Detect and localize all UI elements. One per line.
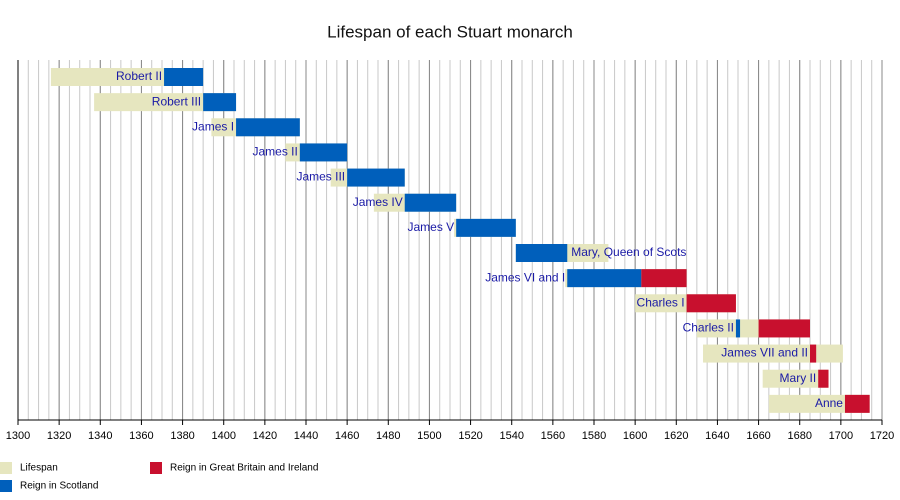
x-tick-label: 1540 (499, 430, 523, 442)
legend-swatch (0, 480, 12, 492)
chart-title: Lifespan of each Stuart monarch (327, 22, 573, 41)
legend-label: Reign in Great Britain and Ireland (170, 463, 318, 474)
monarch-label: Mary, Queen of Scots (571, 245, 686, 259)
x-tick-label: 1440 (294, 430, 318, 442)
x-tick-label: 1640 (705, 430, 729, 442)
x-tick-label: 1460 (335, 430, 359, 442)
x-tick-label: 1520 (458, 430, 482, 442)
range-bar (735, 319, 741, 338)
x-tick-label: 1660 (746, 430, 770, 442)
range-bar (768, 394, 870, 413)
range-bar (641, 269, 687, 288)
x-tick-label: 1320 (47, 430, 71, 442)
range-bar (203, 93, 237, 112)
legend-label: Lifespan (20, 463, 58, 474)
monarch-label: Mary II (780, 371, 817, 385)
x-tick-label: 1380 (170, 430, 194, 442)
monarch-label: James VI and I (485, 270, 565, 284)
monarch-label: James I (192, 119, 234, 133)
legend-label: Reign in Scotland (20, 481, 98, 492)
range-bar (762, 369, 829, 388)
monarch-label: James IV (353, 195, 403, 209)
x-tick-label: 1700 (829, 430, 853, 442)
x-tick-label: 1560 (541, 430, 565, 442)
monarch-label: Robert II (116, 69, 162, 83)
range-bar (299, 143, 348, 162)
x-tick-label: 1580 (582, 430, 606, 442)
range-bar (818, 369, 829, 388)
x-tick-label: 1680 (787, 430, 811, 442)
monarch-label: Robert III (152, 94, 201, 108)
range-bar (758, 319, 810, 338)
range-bar (236, 118, 300, 137)
range-bar (844, 394, 870, 413)
x-tick-label: 1480 (376, 430, 400, 442)
x-tick-label: 1720 (870, 430, 894, 442)
range-bar (347, 168, 405, 187)
monarch-label: James III (296, 170, 345, 184)
range-bar (404, 193, 457, 212)
x-tick-label: 1420 (253, 430, 277, 442)
monarch-label: James V (407, 220, 454, 234)
range-bar (94, 93, 237, 112)
range-bar (703, 344, 843, 363)
x-tick-label: 1360 (129, 430, 153, 442)
x-tick-label: 1400 (211, 430, 235, 442)
range-bar (515, 244, 568, 262)
monarch-label: James II (252, 145, 297, 159)
range-bar (686, 294, 736, 313)
range-bar (456, 218, 516, 237)
legend-swatch (150, 462, 162, 474)
x-tick-label: 1340 (88, 430, 112, 442)
range-bar (810, 344, 817, 363)
x-tick-label: 1600 (623, 430, 647, 442)
monarch-label: Charles I (637, 295, 685, 309)
monarch-label: Anne (815, 396, 843, 410)
legend-swatch (0, 462, 12, 474)
range-bar (164, 68, 204, 86)
x-tick-label: 1620 (664, 430, 688, 442)
monarch-label: Charles II (683, 321, 734, 335)
range-bar (567, 269, 642, 288)
x-tick-label: 1500 (417, 430, 441, 442)
x-tick-label: 1300 (6, 430, 30, 442)
monarch-label: James VII and II (721, 346, 808, 360)
